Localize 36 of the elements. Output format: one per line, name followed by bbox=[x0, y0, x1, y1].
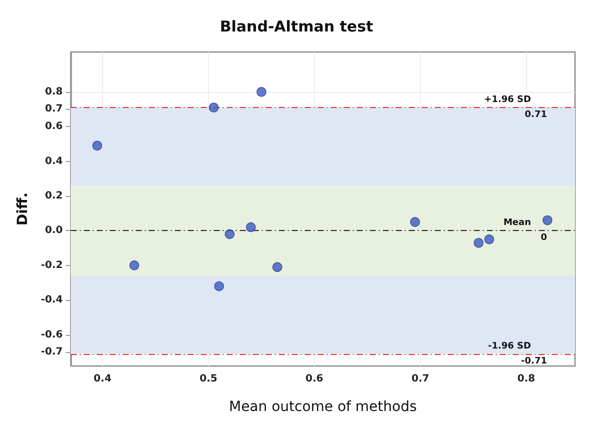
y-tick-label: 0.4 bbox=[45, 156, 63, 167]
y-tick-label: -0.4 bbox=[40, 294, 63, 306]
ref-line-label: -1.96 SD bbox=[488, 341, 531, 352]
y-tick-label: -0.7 bbox=[40, 346, 63, 358]
annotation: -0.71 bbox=[521, 356, 547, 366]
x-tick-label: 0.7 bbox=[411, 374, 430, 384]
point bbox=[474, 238, 484, 248]
annotation: 0.71 bbox=[524, 110, 547, 120]
x-tick-label: 0.8 bbox=[517, 374, 536, 384]
point bbox=[542, 215, 552, 226]
point bbox=[410, 217, 420, 227]
y-axis-title: Diff. bbox=[15, 192, 31, 226]
x-tick-label: 0.4 bbox=[94, 374, 112, 384]
y-tick-label: 0.6 bbox=[45, 121, 63, 132]
y-tick-label: -0.2 bbox=[40, 260, 63, 271]
point bbox=[484, 234, 494, 244]
ref-line-label: +1.96 SD bbox=[484, 95, 531, 106]
y-tick-label: 0.8 bbox=[45, 86, 63, 98]
x-axis-title: Mean outcome of methods bbox=[228, 399, 417, 415]
point bbox=[214, 281, 224, 292]
y-tick-label: 0.2 bbox=[45, 190, 63, 202]
point bbox=[129, 260, 140, 270]
point bbox=[208, 102, 219, 112]
point bbox=[272, 262, 282, 272]
point bbox=[246, 222, 256, 232]
ref-line-label: Mean bbox=[503, 218, 531, 228]
point bbox=[256, 87, 266, 97]
y-tick-label: 0.0 bbox=[45, 225, 63, 236]
point bbox=[92, 140, 102, 151]
point bbox=[224, 229, 235, 240]
chart-title: Bland-Altman test bbox=[220, 18, 374, 36]
y-tick-label: 0.7 bbox=[45, 104, 63, 115]
y-tick-label: -0.6 bbox=[40, 329, 63, 340]
x-tick-label: 0.6 bbox=[306, 374, 324, 384]
x-tick-label: 0.5 bbox=[200, 374, 218, 384]
annotation: 0 bbox=[540, 233, 547, 244]
